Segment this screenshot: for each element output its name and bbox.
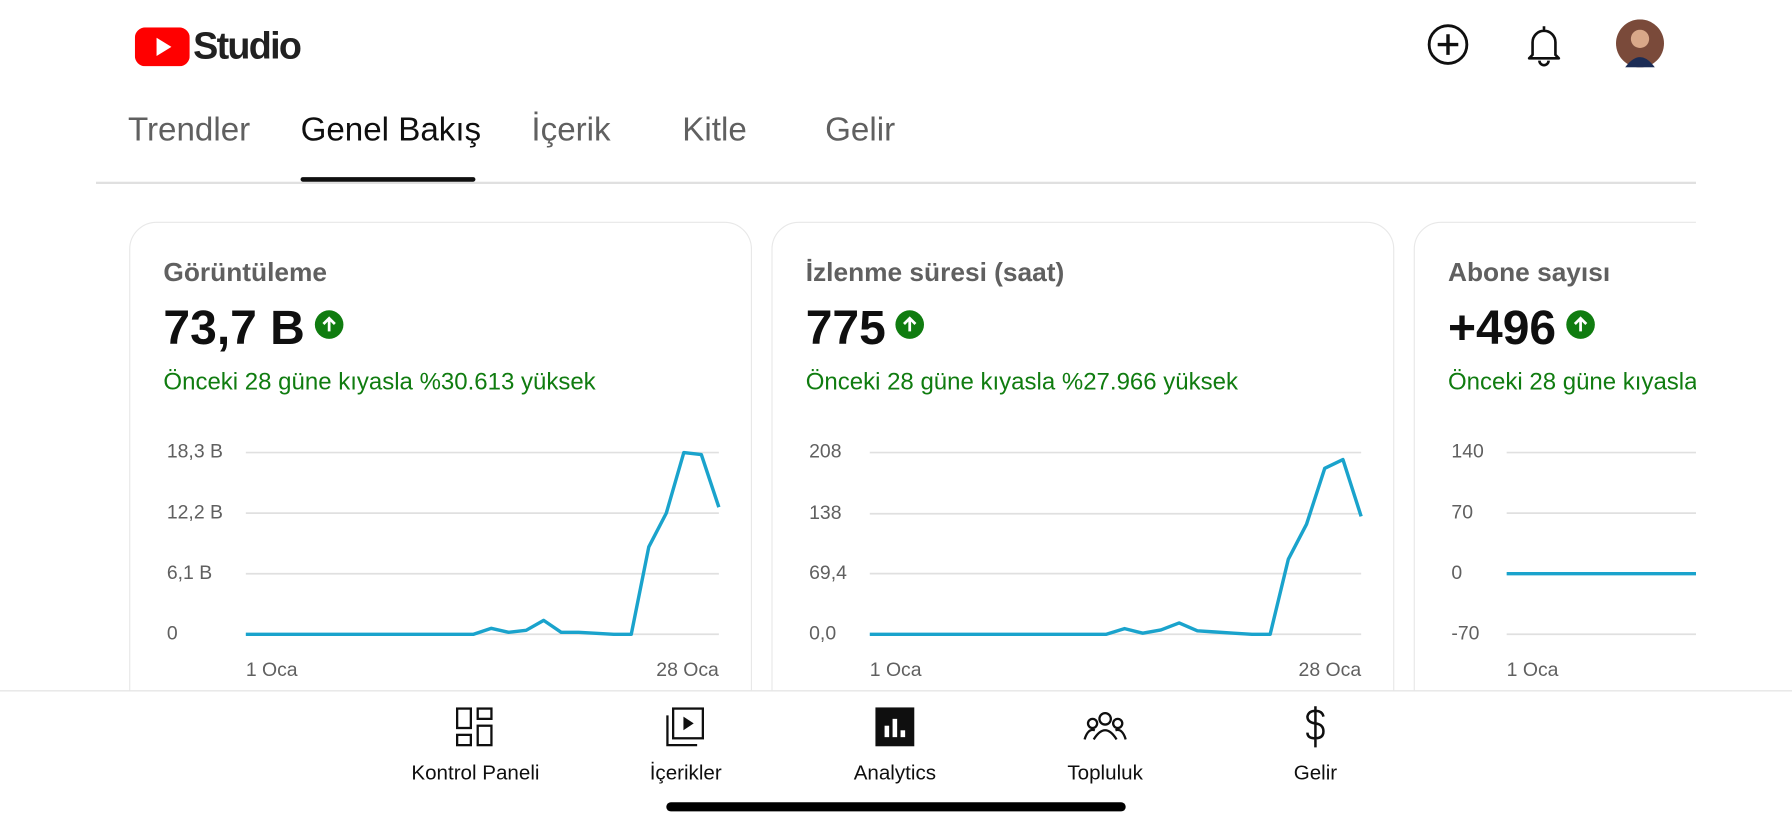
y-tick-label: 69,4: [809, 562, 847, 584]
create-button[interactable]: [1425, 22, 1471, 68]
y-tick-label: -70: [1451, 622, 1479, 644]
y-tick-label: 0: [167, 622, 178, 644]
data-line: [245, 450, 721, 636]
nav-icon: [875, 707, 915, 747]
y-tick-label: 140: [1451, 441, 1484, 463]
card-comparison: Önceki 28 güne kıyasla %30.613 yüksek: [163, 369, 596, 396]
y-tick-label: 0,0: [809, 622, 836, 644]
up-arrow-icon: [895, 310, 925, 339]
nav-item[interactable]: Kontrol Paneli: [373, 705, 579, 785]
avatar[interactable]: [1615, 19, 1664, 68]
line-chart: -70 0 70 140 1 Oca: [1451, 441, 1696, 681]
nav-icon: [1306, 706, 1325, 748]
card-value-row: 73,7 B: [163, 300, 344, 356]
card-value-row: 775: [806, 301, 925, 356]
y-tick-label: 0: [1451, 562, 1462, 584]
tab[interactable]: Kitle: [682, 111, 747, 149]
card-title: Görüntüleme: [163, 257, 327, 287]
y-tick-label: 18,3 B: [167, 441, 223, 463]
x-label: 1 Oca: [1507, 659, 1559, 681]
card-value: 73,7 B: [163, 300, 305, 355]
nav-label: Analytics: [853, 761, 937, 784]
y-tick-label: 6,1 B: [167, 562, 212, 584]
tab[interactable]: Gelir: [825, 111, 896, 149]
nav-label: Gelir: [1293, 761, 1338, 784]
tab[interactable]: Genel Bakış: [300, 111, 482, 149]
card-value: +496: [1447, 300, 1557, 355]
data-line: [869, 457, 1363, 636]
x-label: 28 Oca: [656, 659, 719, 681]
line-chart: 0,0 69,4 138 208 1 Oca 28 Oca: [809, 441, 1363, 681]
up-arrow-icon: [1565, 310, 1595, 339]
x-label: 1 Oca: [246, 659, 298, 681]
nav-label: Topluluk: [1067, 761, 1143, 784]
tab-underline: [300, 177, 476, 182]
line-chart: 0 6,1 B 12,2 B 18,3 B 1 Oca 28 Oca: [167, 441, 721, 681]
card-title: Abone sayısı: [1447, 257, 1611, 287]
nav-icon: [1083, 711, 1127, 741]
card-value-row: +496: [1448, 301, 1595, 356]
tab-divider: [95, 181, 1696, 184]
youtube-icon: [134, 27, 190, 67]
nav-item[interactable]: İçerikler: [583, 705, 789, 785]
metric-card[interactable]: İzlenme süresi (saat) 775 Önceki 28 güne k…: [771, 221, 1395, 692]
cards: Görüntüleme 73,7 B Önceki 28 güne kıyasla …: [96, 183, 1696, 692]
y-tick-label: 70: [1451, 501, 1473, 523]
x-label: 28 Oca: [1299, 659, 1362, 681]
nav-item[interactable]: Analytics: [792, 705, 998, 785]
nav-item[interactable]: Gelir: [1213, 705, 1419, 785]
nav-label: Kontrol Paneli: [411, 761, 540, 784]
up-arrow-icon: [314, 310, 344, 339]
x-label: 1 Oca: [870, 659, 922, 681]
y-tick-label: 208: [809, 441, 841, 463]
logo-text: Studio: [193, 23, 302, 67]
card-value: 775: [805, 300, 886, 355]
y-tick-label: 138: [809, 502, 841, 524]
nav-label: İçerikler: [649, 761, 722, 784]
nav-icon: [666, 707, 704, 747]
tab[interactable]: Trendler: [127, 111, 251, 149]
notifications-button[interactable]: [1521, 22, 1567, 68]
metric-card[interactable]: Görüntüleme 73,7 B Önceki 28 güne kıyasla …: [129, 221, 752, 692]
tab[interactable]: İçerik: [531, 111, 611, 149]
metric-card[interactable]: Abone sayısı +496 Önceki 28 güne kıyasla -7…: [1413, 221, 1696, 692]
card-comparison: Önceki 28 güne kıyasla %27.966 yüksek: [805, 369, 1238, 396]
nav-icon: [455, 707, 493, 747]
y-tick-label: 12,2 B: [167, 501, 223, 523]
card-comparison: Önceki 28 güne kıyasla: [1447, 369, 1696, 396]
nav-item[interactable]: Topluluk: [1002, 705, 1208, 785]
card-title: İzlenme süresi (saat): [805, 257, 1065, 287]
home-indicator: [666, 802, 1126, 812]
